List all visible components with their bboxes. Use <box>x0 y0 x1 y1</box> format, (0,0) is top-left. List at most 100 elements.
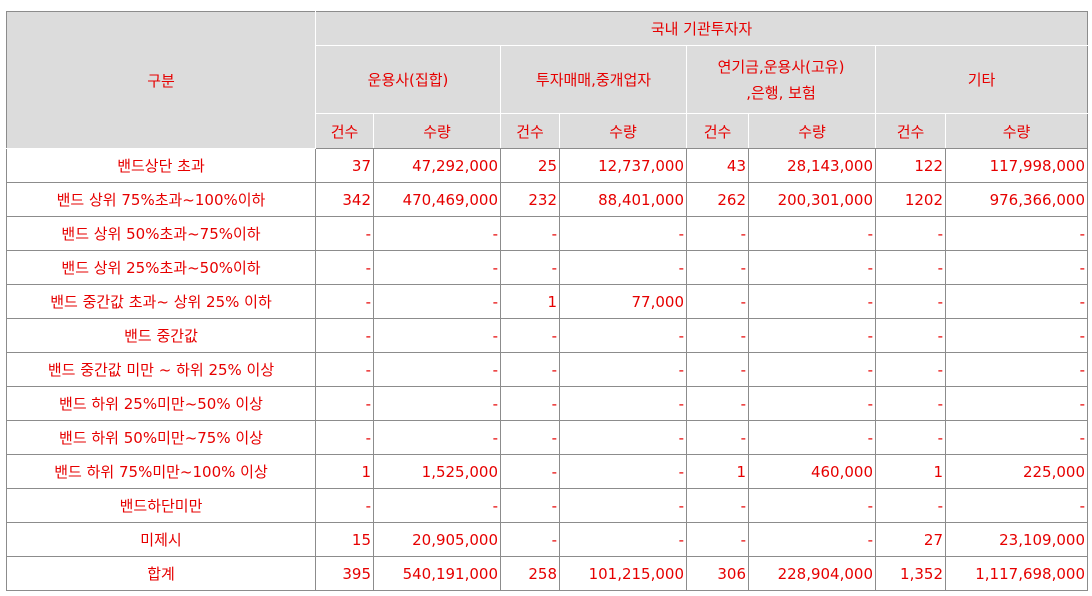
count-cell: 37 <box>315 148 374 183</box>
count-cell: - <box>315 386 374 421</box>
row-label: 밴드 상위 50%초과~75%이하 <box>6 216 316 251</box>
count-header: 건수 <box>500 113 560 149</box>
count-cell: - <box>500 318 560 353</box>
count-header: 건수 <box>315 113 374 149</box>
subgroup-header-line: 투자매매,중개업자 <box>535 70 652 89</box>
subgroup-header-0: 운용사(집합) <box>315 45 501 114</box>
row-label: 밴드하단미만 <box>6 488 316 523</box>
count-cell: - <box>875 352 946 387</box>
quantity-cell: - <box>373 420 501 455</box>
quantity-cell: - <box>559 216 687 251</box>
quantity-cell: - <box>559 352 687 387</box>
count-cell: 25 <box>500 148 560 183</box>
row-label: 밴드 상위 25%초과~50%이하 <box>6 250 316 285</box>
count-cell: - <box>315 318 374 353</box>
quantity-cell: - <box>373 216 501 251</box>
table-row: 밴드 상위 75%초과~100%이하 342 470,469,000 232 88,40… <box>6 182 1088 217</box>
count-cell: 1 <box>315 454 374 489</box>
quantity-cell: 225,000 <box>945 454 1088 489</box>
quantity-cell: - <box>373 352 501 387</box>
quantity-cell: - <box>945 386 1088 421</box>
table-row: 밴드상단 초과 37 47,292,000 25 12,737,000 43 28,143,… <box>6 148 1088 183</box>
quantity-cell: - <box>373 250 501 285</box>
count-cell: - <box>500 522 560 557</box>
count-cell: - <box>875 216 946 251</box>
quantity-cell: - <box>559 488 687 523</box>
count-cell: - <box>686 522 749 557</box>
quantity-cell: - <box>748 250 876 285</box>
row-label: 밴드상단 초과 <box>6 148 316 183</box>
count-cell: - <box>500 386 560 421</box>
count-cell: - <box>875 284 946 319</box>
quantity-cell: 20,905,000 <box>373 522 501 557</box>
count-cell: 1202 <box>875 182 946 217</box>
count-cell: - <box>875 488 946 523</box>
count-cell: - <box>315 488 374 523</box>
table-row: 미제시 15 20,905,000- - - -27 23,109,000 <box>6 522 1088 557</box>
table-row: 밴드 하위 50%미만~75% 이상 - - - - - - - - <box>6 420 1088 455</box>
count-cell: - <box>686 386 749 421</box>
table-row: 밴드 하위 75%미만~100% 이상 1 1,525,000- -1 460,000 1… <box>6 454 1088 489</box>
count-cell: - <box>875 250 946 285</box>
count-cell: - <box>500 488 560 523</box>
quantity-cell: - <box>748 216 876 251</box>
count-cell: - <box>686 420 749 455</box>
table-row: 밴드 중간값 미만 ~ 하위 25% 이상 - - - - - - - - <box>6 352 1088 387</box>
quantity-cell: 200,301,000 <box>748 182 876 217</box>
row-label: 밴드 상위 75%초과~100%이하 <box>6 182 316 217</box>
count-cell: - <box>500 216 560 251</box>
count-cell: - <box>875 386 946 421</box>
count-cell: 122 <box>875 148 946 183</box>
table-row: 밴드 중간값 - - - - - - - - <box>6 318 1088 353</box>
quantity-cell: - <box>945 352 1088 387</box>
row-label: 밴드 하위 50%미만~75% 이상 <box>6 420 316 455</box>
row-label: 밴드 하위 25%미만~50% 이상 <box>6 386 316 421</box>
count-cell: 232 <box>500 182 560 217</box>
subgroup-header-2: 연기금,운용사(고유) ,은행, 보험 <box>686 45 876 114</box>
quantity-cell: - <box>559 454 687 489</box>
quantity-cell: - <box>945 488 1088 523</box>
quantity-cell: - <box>945 284 1088 319</box>
quantity-cell: - <box>748 386 876 421</box>
quantity-cell: 228,904,000 <box>748 556 876 591</box>
quantity-cell: - <box>373 488 501 523</box>
count-cell: 258 <box>500 556 560 591</box>
count-header: 건수 <box>875 113 946 149</box>
count-cell: - <box>686 352 749 387</box>
quantity-cell: - <box>559 386 687 421</box>
count-cell: 43 <box>686 148 749 183</box>
count-cell: 1 <box>500 284 560 319</box>
quantity-cell: - <box>945 250 1088 285</box>
row-label: 밴드 중간값 <box>6 318 316 353</box>
subgroup-header-line-2: ,은행, 보험 <box>746 83 816 102</box>
count-cell: - <box>686 216 749 251</box>
quantity-cell: - <box>373 386 501 421</box>
count-cell: - <box>686 318 749 353</box>
quantity-cell: 47,292,000 <box>373 148 501 183</box>
row-label: 미제시 <box>6 522 316 557</box>
quantity-header: 수량 <box>373 113 501 149</box>
count-cell: 1 <box>875 454 946 489</box>
table-body: 밴드상단 초과 37 47,292,000 25 12,737,000 43 28,143,… <box>6 148 1088 591</box>
quantity-cell: - <box>945 216 1088 251</box>
quantity-cell: 28,143,000 <box>748 148 876 183</box>
count-cell: 342 <box>315 182 374 217</box>
category-header: 구분 <box>6 11 316 149</box>
count-cell: - <box>500 420 560 455</box>
subgroup-header-line: 기타 <box>967 70 996 89</box>
quantity-cell: 23,109,000 <box>945 522 1088 557</box>
row-label: 밴드 중간값 초과~ 상위 25% 이하 <box>6 284 316 319</box>
subgroup-header-line: 연기금,운용사(고유) <box>717 57 845 76</box>
count-cell: - <box>500 250 560 285</box>
row-label: 밴드 하위 75%미만~100% 이상 <box>6 454 316 489</box>
table-row: 밴드 상위 50%초과~75%이하 - - - - - - - - <box>6 216 1088 251</box>
quantity-cell: - <box>559 420 687 455</box>
count-cell: - <box>686 488 749 523</box>
quantity-header: 수량 <box>748 113 876 149</box>
quantity-cell: - <box>748 522 876 557</box>
quantity-cell: 460,000 <box>748 454 876 489</box>
row-label: 밴드 중간값 미만 ~ 하위 25% 이상 <box>6 352 316 387</box>
quantity-cell: 470,469,000 <box>373 182 501 217</box>
table-row: 밴드 중간값 초과~ 상위 25% 이하 - -1 77,000- - - - <box>6 284 1088 319</box>
table-row: 밴드 상위 25%초과~50%이하 - - - - - - - - <box>6 250 1088 285</box>
